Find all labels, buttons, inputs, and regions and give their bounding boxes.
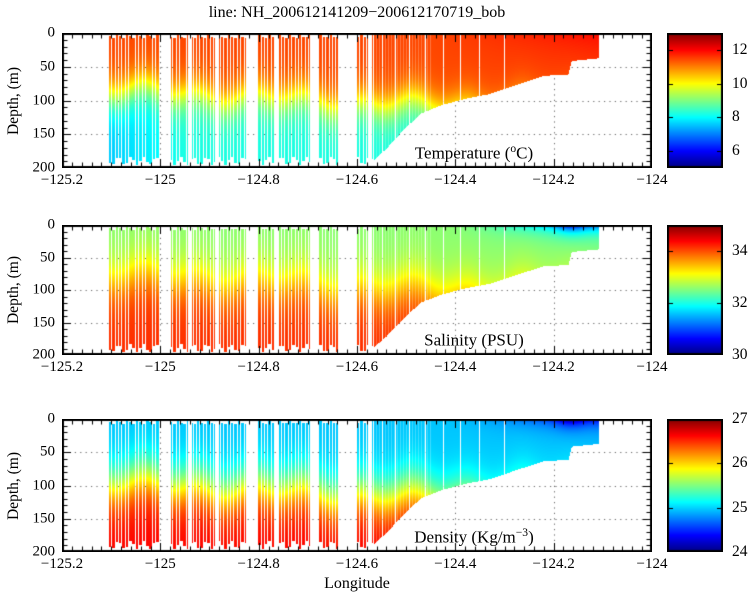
colorbar-tick-label: 6 (732, 142, 740, 160)
colorbar-tick-label: 12 (732, 40, 748, 58)
x-tick-label: −124.6 (335, 359, 379, 375)
x-tick-label: −124 (636, 359, 668, 375)
caption-text: Temperature ( (414, 143, 511, 163)
caption-text: C) (516, 143, 534, 163)
density-colorbar-canvas (667, 419, 723, 552)
x-tick-label: −124.8 (237, 556, 280, 572)
y-tick-label: 150 (32, 314, 56, 330)
y-axis-label: Depth, (m) (5, 255, 22, 325)
x-tick-label: −124.8 (237, 359, 280, 375)
colorbar-tick-label: 32 (732, 294, 748, 311)
y-tick-label: 100 (32, 281, 56, 298)
y-tick-label: 50 (40, 443, 55, 460)
salinity-colorbar-canvas (667, 225, 723, 355)
y-tick-label: 100 (32, 477, 56, 493)
colorbar-tick-label: 25 (732, 498, 748, 516)
temperature-heatmap-canvas (62, 33, 652, 168)
x-tick-label: −125 (144, 172, 176, 188)
salinity-caption: Salinity (PSU) (424, 329, 524, 351)
x-tick-label: −125 (144, 359, 176, 375)
x-tick-label: −124 (636, 556, 668, 572)
x-tick-label: −124.6 (335, 172, 379, 188)
caption-superscript: −3 (515, 526, 529, 539)
density-caption: Density (Kg/m−3) (414, 526, 534, 548)
x-tick-label: −124.2 (532, 359, 575, 375)
y-tick-label: 50 (40, 58, 55, 75)
colorbar-tick-label: 10 (732, 74, 748, 92)
y-tick-label: 50 (40, 249, 55, 265)
temperature-colorbar: 6 8 10 12 (667, 33, 748, 168)
y-tick-label: 150 (32, 510, 56, 527)
temperature-panel: Temperature (oC) Depth, (m) −125.2 −125 −1… (5, 25, 748, 189)
colorbar-tick-label: 24 (732, 543, 748, 560)
x-tick-label: −124.8 (237, 172, 280, 188)
y-tick-label: 100 (32, 92, 56, 108)
x-tick-label: −125.2 (40, 556, 84, 572)
figure-title: line: NH_200612141209−200612170719_bob (208, 4, 506, 21)
x-tick-label: −124.2 (532, 556, 575, 572)
x-tick-label: −124 (636, 172, 668, 188)
density-heatmap-canvas (62, 419, 652, 552)
caption-text: Salinity (PSU) (424, 330, 524, 350)
y-tick-label: 0 (47, 24, 56, 41)
colorbar-tick-label: 27 (732, 410, 748, 427)
x-tick-label: −125 (144, 556, 176, 572)
caption-superscript: o (510, 142, 517, 155)
x-tick-label: −124.4 (434, 359, 477, 375)
y-axis-label: Depth, (m) (5, 66, 22, 135)
x-tick-label: −124.6 (335, 556, 379, 572)
y-tick-label: 200 (32, 543, 56, 560)
x-tick-label: −125.2 (40, 359, 84, 375)
caption-text: Density (Kg/m (414, 527, 516, 547)
y-axis-label: Depth, (m) (5, 451, 22, 520)
colorbar-tick-label: 26 (732, 454, 748, 472)
salinity-panel: Salinity (PSU) Depth, (m) −125.2 −125 −124… (5, 217, 748, 376)
x-tick-label: −124.4 (434, 172, 477, 188)
y-tick-label: 200 (32, 159, 56, 176)
caption-text: ) (528, 527, 534, 547)
temperature-caption: Temperature (oC) (415, 142, 533, 164)
colorbar-tick-label: 8 (732, 108, 740, 126)
y-tick-label: 0 (47, 410, 56, 427)
temperature-colorbar-canvas (667, 33, 723, 168)
density-colorbar: 24 25 26 27 (667, 410, 748, 560)
colorbar-tick-label: 30 (732, 346, 748, 363)
y-tick-label: 150 (32, 125, 56, 142)
y-tick-label: 200 (32, 346, 56, 363)
y-tick-label: 0 (47, 216, 56, 233)
salinity-colorbar: 30 32 34 (667, 225, 748, 363)
x-tick-label: −124.2 (532, 172, 575, 188)
x-tick-label: −125.2 (40, 172, 84, 188)
x-tick-label: −124.4 (434, 556, 477, 572)
colorbar-tick-label: 34 (732, 242, 748, 259)
x-axis-label: Longitude (324, 575, 390, 592)
salinity-heatmap-canvas (62, 225, 652, 355)
density-panel: Density (Kg/m−3) Depth, (m) −125.2 −125 −1… (5, 410, 748, 592)
